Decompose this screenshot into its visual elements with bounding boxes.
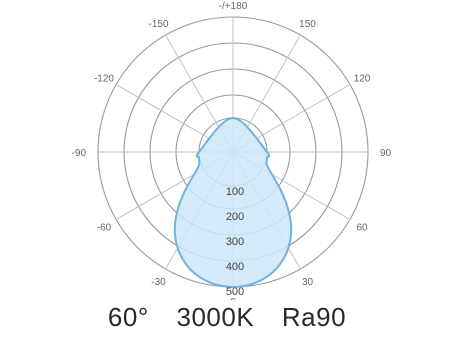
beam-layer [173,116,293,289]
caption: 60° 3000K Ra90 [0,302,454,338]
angle-label: 0 [230,297,236,300]
angle-label: -90 [72,148,87,159]
angle-label: 30 [302,277,314,288]
angle-label: -30 [151,277,166,288]
angle-label: -150 [148,19,168,30]
color-rendering-label: Ra90 [281,302,347,332]
color-temperature-label: 3000K [176,302,255,332]
angle-label: 120 [354,74,371,85]
radial-tick-labels: 100 200 300 400 500 [226,186,244,298]
radial-tick-label: 400 [226,261,244,273]
beam-angle-label: 60° [107,302,149,332]
radial-tick-label: 100 [226,186,244,198]
angle-tick-labels: -/+1801501209060300-30-60-90-120-150 [72,1,392,300]
angle-label: 150 [299,19,316,30]
beam-distribution-curve [173,116,293,289]
radial-tick-label: 500 [226,286,244,298]
radial-tick-label: 200 [226,211,244,223]
radial-tick-label: 300 [226,236,244,248]
angle-label: -/+180 [219,1,248,12]
angle-label: 60 [356,223,368,234]
angle-label: -120 [94,74,114,85]
angle-label: -60 [97,223,112,234]
angle-label: 90 [380,148,392,159]
